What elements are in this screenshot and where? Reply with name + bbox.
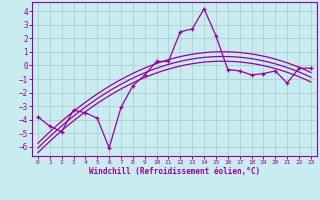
X-axis label: Windchill (Refroidissement éolien,°C): Windchill (Refroidissement éolien,°C)	[89, 167, 260, 176]
